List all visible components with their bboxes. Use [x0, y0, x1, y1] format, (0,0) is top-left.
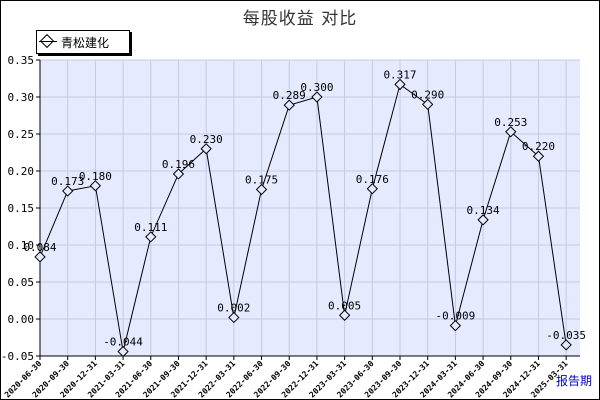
data-point-marker — [283, 99, 295, 111]
data-point-marker — [62, 185, 74, 197]
data-point-marker — [172, 168, 185, 180]
chart-legend: 青松建化 — [36, 30, 130, 54]
series-line — [39, 83, 567, 352]
data-label: 0.317 — [383, 68, 416, 81]
data-label: 0.173 — [51, 175, 84, 188]
chart-title: 每股收益 对比 — [242, 9, 358, 29]
y-tick-label: 0.10 — [8, 239, 35, 252]
legend-line — [39, 41, 57, 42]
data-label: 0.002 — [217, 302, 250, 315]
data-point-marker — [449, 320, 462, 332]
data-point-marker — [117, 345, 129, 358]
data-point-marker — [338, 309, 351, 321]
data-point-marker — [477, 214, 489, 226]
data-label: 0.290 — [411, 88, 444, 101]
data-label: 0.180 — [79, 170, 112, 183]
data-label: 0.084 — [23, 241, 56, 254]
data-point-marker — [89, 180, 102, 192]
data-label: 0.134 — [467, 204, 500, 217]
data-label: -0.044 — [103, 336, 143, 349]
y-tick-label: 0.35 — [8, 54, 35, 67]
data-point-marker — [560, 339, 572, 351]
data-label: -0.035 — [546, 329, 586, 342]
data-label: -0.009 — [436, 310, 476, 323]
data-label: 0.220 — [522, 140, 555, 153]
data-point-marker — [311, 91, 323, 103]
data-point-marker — [34, 251, 46, 263]
x-axis-title: 报告期 — [556, 374, 593, 388]
data-label: 0.196 — [162, 158, 195, 171]
y-tick-label: 0.15 — [8, 202, 35, 215]
data-label: 0.176 — [356, 173, 389, 186]
y-tick-label: 0.00 — [8, 313, 35, 326]
data-point-marker — [394, 78, 406, 91]
y-tick-label: 0.05 — [8, 276, 35, 289]
data-point-marker — [505, 126, 517, 138]
legend-series-name: 青松建化 — [61, 36, 110, 50]
data-label: 0.175 — [245, 174, 278, 187]
data-point-marker — [145, 231, 157, 243]
y-tick-label: 0.20 — [8, 165, 35, 178]
y-tick-label: 0.30 — [8, 91, 35, 104]
data-point-marker — [532, 150, 545, 162]
y-tick-label: -0.05 — [1, 350, 34, 363]
data-label: 0.253 — [494, 116, 527, 129]
data-label: 0.300 — [300, 81, 333, 94]
data-point-marker — [255, 183, 268, 196]
y-tick-label: 0.25 — [8, 128, 35, 141]
data-point-marker — [422, 98, 434, 111]
data-label: 0.111 — [134, 221, 167, 234]
data-point-marker — [228, 311, 240, 324]
data-label: 0.005 — [328, 299, 361, 312]
data-label: 0.230 — [190, 133, 223, 146]
data-point-marker — [200, 143, 212, 155]
legend-diamond-icon — [39, 33, 55, 49]
data-label: 0.289 — [273, 89, 306, 102]
data-point-marker — [366, 183, 378, 195]
